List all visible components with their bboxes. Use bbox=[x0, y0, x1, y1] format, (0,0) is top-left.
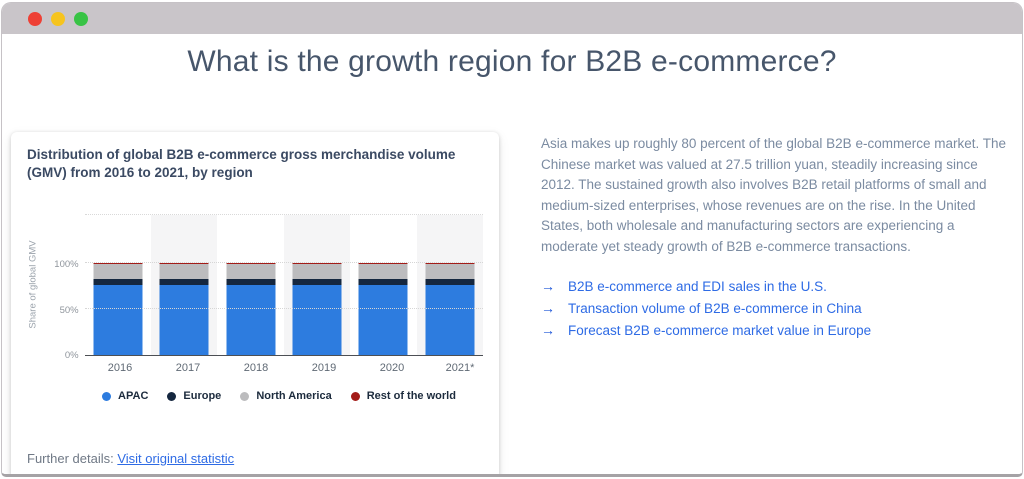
x-tick-label: 2019 bbox=[311, 362, 337, 375]
plot-area bbox=[84, 214, 484, 357]
chart-title: Distribution of global B2B e-commerce gr… bbox=[27, 147, 456, 181]
related-statistic-link-label: Forecast B2B e-commerce market value in … bbox=[568, 322, 872, 338]
bar-segment bbox=[425, 264, 475, 280]
chart-column[interactable] bbox=[350, 215, 416, 356]
y-axis-label: Share of global GMV bbox=[27, 240, 39, 330]
further-details-label: Further details: bbox=[27, 451, 114, 466]
legend-item: North America bbox=[240, 390, 332, 403]
chart: Share of global GMV 100% 50% 0% bbox=[27, 214, 484, 362]
x-tick-label: 2017 bbox=[175, 362, 201, 375]
legend-item: APAC bbox=[102, 390, 148, 402]
x-tick-label: 2020 bbox=[379, 362, 405, 375]
x-tick-label: 2018 bbox=[243, 362, 269, 375]
legend-label: Europe bbox=[183, 390, 222, 403]
legend-label: Rest of the world bbox=[366, 390, 456, 403]
bar-segment bbox=[425, 284, 475, 356]
related-links: → B2B e-commerce and EDI sales in the U.S… bbox=[541, 278, 1015, 338]
bar-segment bbox=[159, 264, 209, 280]
bar-segment bbox=[425, 263, 475, 265]
chart-legend: APAC Europe North America Rest of the world bbox=[75, 390, 483, 402]
legend-label: APAC bbox=[118, 390, 149, 403]
chart-column[interactable] bbox=[151, 215, 218, 356]
related-statistic-link[interactable]: → B2B e-commerce and EDI sales in the U.S… bbox=[541, 278, 1015, 294]
chart-column[interactable] bbox=[217, 215, 283, 356]
statistic-card: Distribution of global B2B e-commerce gr… bbox=[11, 132, 499, 474]
y-tick-0: 0% bbox=[64, 350, 79, 362]
related-statistic-link-label: B2B e-commerce and EDI sales in the U.S. bbox=[568, 278, 827, 294]
page-title: What is the growth region for B2B e-comm… bbox=[187, 45, 837, 78]
visit-original-statistic-link[interactable]: Visit original statistic bbox=[117, 451, 235, 466]
legend-dot-icon bbox=[350, 391, 360, 401]
window-content: What is the growth region for B2B e-comm… bbox=[2, 45, 1022, 474]
x-tick-label: 2021* bbox=[445, 362, 475, 375]
related-statistic-link[interactable]: → Transaction volume of B2B e-commerce in… bbox=[541, 300, 1015, 316]
legend-label: North America bbox=[256, 390, 332, 403]
y-tick-100: 100% bbox=[54, 259, 79, 271]
bar-segment bbox=[226, 263, 276, 265]
bar-segment bbox=[292, 264, 342, 280]
bar-segment bbox=[226, 284, 276, 356]
bar-segment bbox=[93, 284, 143, 356]
legend-item: Rest of the world bbox=[350, 390, 456, 403]
bar-segment bbox=[93, 279, 143, 285]
bar-segment bbox=[292, 284, 342, 356]
bar-segment bbox=[226, 264, 276, 280]
stacked-bar bbox=[226, 263, 276, 356]
arrow-right-icon: → bbox=[541, 322, 555, 338]
x-tick-label: 2016 bbox=[107, 362, 133, 375]
stacked-bar bbox=[358, 263, 408, 356]
bar-segment bbox=[93, 263, 143, 265]
bar-segment bbox=[425, 279, 475, 285]
bar-segment bbox=[358, 263, 408, 265]
stacked-bar bbox=[425, 263, 475, 356]
arrow-right-icon: → bbox=[541, 300, 555, 316]
arrow-right-icon: → bbox=[541, 278, 555, 294]
bar-segment bbox=[358, 264, 408, 280]
zoom-window-icon[interactable] bbox=[74, 11, 88, 26]
chart-column[interactable] bbox=[85, 215, 151, 356]
chart-column[interactable] bbox=[416, 215, 484, 356]
y-tick-50: 50% bbox=[59, 305, 79, 317]
close-window-icon[interactable] bbox=[28, 11, 42, 26]
bar-segment bbox=[159, 284, 209, 356]
bar-segment bbox=[159, 263, 209, 265]
bar-segment bbox=[226, 279, 276, 285]
related-statistic-link[interactable]: → Forecast B2B e-commerce market value in… bbox=[541, 322, 1015, 338]
stacked-bar bbox=[292, 263, 342, 356]
further-details: Further details: Visit original statisti… bbox=[27, 451, 234, 466]
bar-segment bbox=[292, 263, 342, 265]
chart-y-axis: Share of global GMV 100% 50% 0% bbox=[27, 214, 85, 362]
stacked-bar bbox=[159, 263, 209, 356]
legend-item: Europe bbox=[167, 390, 221, 402]
chart-column[interactable] bbox=[283, 215, 351, 356]
bar-segment bbox=[358, 284, 408, 356]
legend-dot-icon bbox=[240, 391, 250, 401]
legend-dot-icon bbox=[102, 391, 112, 401]
article-panel: Asia makes up roughly 80 percent of the … bbox=[541, 134, 1015, 338]
x-axis-labels: 2016 2017 2018 2019 2020 2021* bbox=[86, 362, 494, 374]
stacked-bar bbox=[93, 263, 143, 356]
bar-segment bbox=[159, 279, 209, 285]
bar-segment bbox=[93, 264, 143, 280]
related-statistic-link-label: Transaction volume of B2B e-commerce in … bbox=[568, 300, 862, 316]
article-paragraph: Asia makes up roughly 80 percent of the … bbox=[541, 136, 1006, 254]
bar-segment bbox=[292, 279, 342, 285]
legend-dot-icon bbox=[167, 391, 177, 401]
bar-segment bbox=[358, 279, 408, 285]
minimize-window-icon[interactable] bbox=[51, 11, 65, 26]
window-titlebar bbox=[2, 3, 1022, 34]
